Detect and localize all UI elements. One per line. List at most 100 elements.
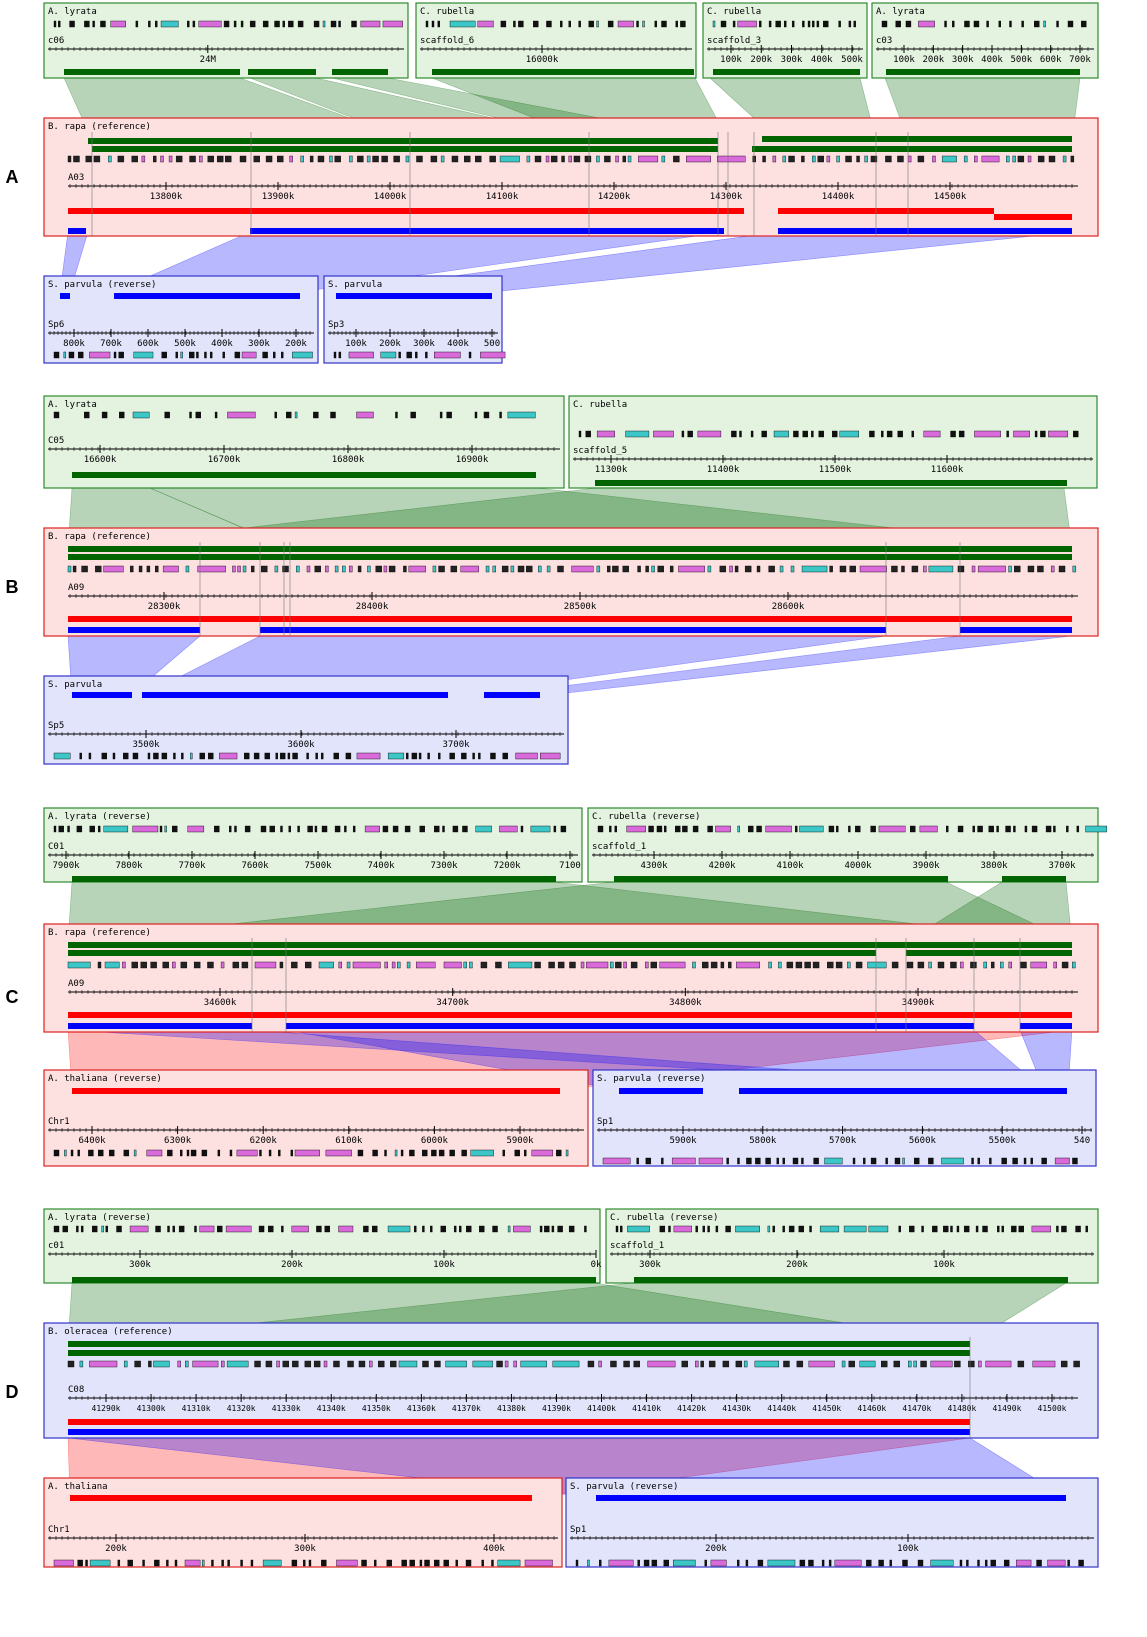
b-top-2-gene (1034, 430, 1038, 438)
b-ref-gene (1050, 565, 1055, 573)
b-bottom-1-synteny-block (484, 692, 540, 698)
d-top-2-gene (695, 1225, 698, 1233)
d-top-2-gene (702, 1225, 705, 1233)
c-top-1-gene (352, 825, 356, 833)
a-ref-red-block (778, 208, 994, 214)
c-ref-gene (480, 961, 488, 969)
a-bottom-1-gene (222, 351, 225, 359)
a-bottom-1-gene (118, 351, 124, 359)
a-top-1-gene (240, 20, 244, 28)
b-ref-gene (138, 565, 143, 573)
b-ref-gene (1037, 565, 1044, 573)
c-bottom-2-gene (971, 1157, 974, 1165)
d-bottom-2-species: S. parvula (reverse) (570, 1482, 678, 1492)
a-ref-chrom: A03 (68, 173, 84, 183)
a-bottom-1-gene (63, 351, 67, 359)
b-ref: B. rapa (reference) A09 28300k 28400k 28500k… (43, 527, 1099, 637)
b-ref-gene (282, 565, 289, 573)
b-top-2-gene (869, 430, 875, 438)
d-ref-tick-label: 41400k (587, 1404, 616, 1413)
d-ref-tick-label: 41390k (542, 1404, 571, 1413)
a-ref-gene (568, 155, 573, 163)
d-top-1: A. lyrata (reverse) c01 300k 200k 100k 0k (43, 1208, 602, 1284)
d-top-2-gene (898, 1225, 901, 1233)
a-bottom-1-gene (196, 351, 199, 359)
d-top-2-gene (868, 1225, 889, 1233)
a-top-1-gene (288, 20, 294, 28)
b-ref-tick-label: 28500k (564, 602, 597, 612)
d-bottom-1-gene (321, 1559, 327, 1567)
c-bottom-1-synteny-block (72, 1088, 560, 1094)
c-bottom-2-gene (885, 1157, 888, 1165)
b-bottom-1-gene (345, 752, 352, 760)
a-top-4-gene (1034, 20, 1040, 28)
b-bottom-1-gene (411, 752, 418, 760)
a-ref-tick-label: 14200k (598, 192, 631, 202)
d-bottom-1-gene (491, 1559, 494, 1567)
a-top-3-gene (712, 20, 716, 28)
a-top-2-gene (588, 20, 594, 28)
a-ref-gene (897, 155, 904, 163)
d-bottom-1-gene (291, 1559, 298, 1567)
b-top-1-gene (189, 411, 192, 419)
c-top-2-gene (664, 825, 667, 833)
b-top-2-tick-label: 11500k (819, 465, 852, 475)
c-top-2-tick-label: 4000k (844, 861, 872, 871)
a-ref-green-block (762, 136, 1072, 142)
d-bottom-2-gene (1047, 1559, 1066, 1567)
a-ref-gene (372, 155, 379, 163)
d-bottom-1-gene (524, 1559, 553, 1567)
c-top-1-gene (234, 825, 237, 833)
d-top-1-gene (178, 1225, 185, 1233)
a-bottom-1-tick-label: 300k (248, 339, 270, 349)
c-ref-gene (291, 961, 298, 969)
b-top-2-gene (886, 430, 893, 438)
a-ref: B. rapa (reference) A03 13800k 13900k 14000k… (43, 117, 1099, 237)
d-ref-gene (422, 1360, 429, 1368)
c-ref-gene (346, 961, 351, 969)
a-top-2-gene (568, 20, 571, 28)
a-ref-gene (638, 155, 659, 163)
c-top-1-gene (307, 825, 313, 833)
c-ref-gene (557, 961, 565, 969)
a-ref-gene (175, 155, 183, 163)
a-top-1-gene (223, 20, 230, 28)
d-bottom-1-gene (227, 1559, 230, 1567)
c-bottom-2-gene (1030, 1157, 1033, 1165)
c-ref-gene (586, 961, 609, 969)
c-bottom-2-gene (902, 1157, 905, 1165)
a-bottom-1-gene (189, 351, 195, 359)
c-ref-gene (1072, 961, 1076, 969)
c-top-2-gene (1005, 825, 1011, 833)
b-ref-gene (768, 565, 775, 573)
c-bottom-2-tick-label: 5900k (669, 1136, 697, 1146)
d-bottom-1-gene (53, 1559, 74, 1567)
a-ref-gene (622, 155, 626, 163)
d-ref-gene (695, 1360, 699, 1368)
a-bottom-2-chrom: Sp3 (328, 320, 344, 330)
c-top-2-gene (946, 825, 949, 833)
d-bottom-2-gene (1036, 1559, 1042, 1567)
a-ref-gene (534, 155, 542, 163)
a-ref-gene (941, 155, 957, 163)
d-bottom-1-gene (85, 1559, 88, 1567)
b-bottom-1-gene (173, 752, 176, 760)
d-bottom-1-gene (401, 1559, 407, 1567)
d-bottom-1-synteny-block (70, 1495, 532, 1501)
b-top-2-gene (731, 430, 737, 438)
a-top-3-tick-label: 100k (720, 55, 742, 65)
a-top-2-gene (437, 20, 440, 28)
c-ref-gene (1061, 961, 1069, 969)
c-top-1-gene (132, 825, 159, 833)
c-ref-gene (397, 961, 401, 969)
a-top-1-gene (187, 20, 190, 28)
d-top-1-synteny-block (72, 1277, 596, 1283)
a-top-4-gene (944, 20, 947, 28)
b-top-1-gene (195, 411, 202, 419)
b-bottom-1-synteny-block (72, 692, 132, 698)
a-top-1-gene (155, 20, 158, 28)
c-bottom-2-gene (894, 1157, 901, 1165)
c-bottom-2-tick-label: 5700k (829, 1136, 857, 1146)
